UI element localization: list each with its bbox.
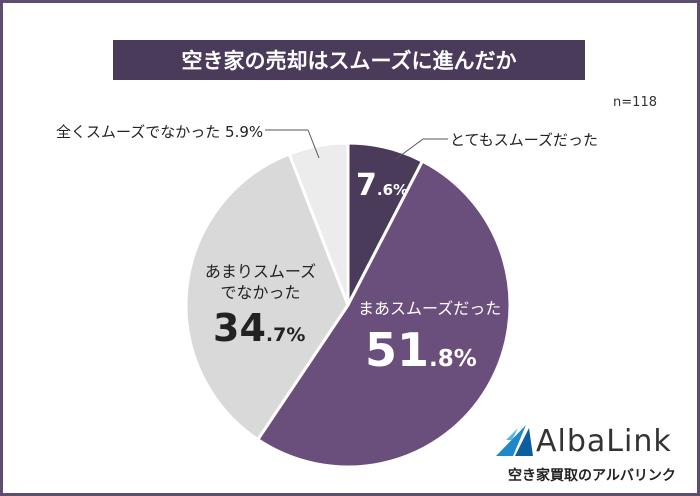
value-label: 5.9%: [225, 123, 264, 141]
value-label: 34.7%: [213, 306, 305, 350]
category: 全くスムーズでなかった: [56, 123, 221, 141]
chart-title: 空き家の売却はスムーズに進んだか: [113, 40, 585, 80]
slice-label: とてもスムーズだった: [450, 131, 599, 149]
pie-slice: [184, 152, 350, 442]
logo-icon: [506, 428, 518, 440]
pie-slice: [255, 159, 512, 469]
label-part: 34: [213, 306, 266, 350]
label-part: 7: [356, 168, 377, 203]
logo-icon: [515, 428, 533, 456]
value-label: 7.6%: [356, 168, 408, 203]
pie-slice: [287, 141, 350, 306]
logo-text: AlbaLink: [536, 424, 672, 459]
leader-line: [395, 138, 424, 160]
slice-label: 全くスムーズでなかった 5.9%: [56, 121, 263, 142]
slice-label: まあスムーズだった: [358, 299, 502, 318]
pie-chart: [184, 129, 533, 469]
sample-size: n=118: [613, 95, 657, 110]
slice-label: あまりスムーズでなかった: [204, 262, 317, 302]
label-part: .7%: [265, 324, 306, 346]
label-part: .6%: [376, 181, 409, 199]
label-part: .8%: [429, 346, 477, 372]
logo-icon: [496, 425, 526, 456]
value-label: 51.8%: [365, 323, 477, 377]
leader-line: [307, 129, 320, 159]
logo-subtitle: 空き家買取のアルバリンク: [508, 468, 676, 484]
label-part: 51: [365, 323, 430, 377]
